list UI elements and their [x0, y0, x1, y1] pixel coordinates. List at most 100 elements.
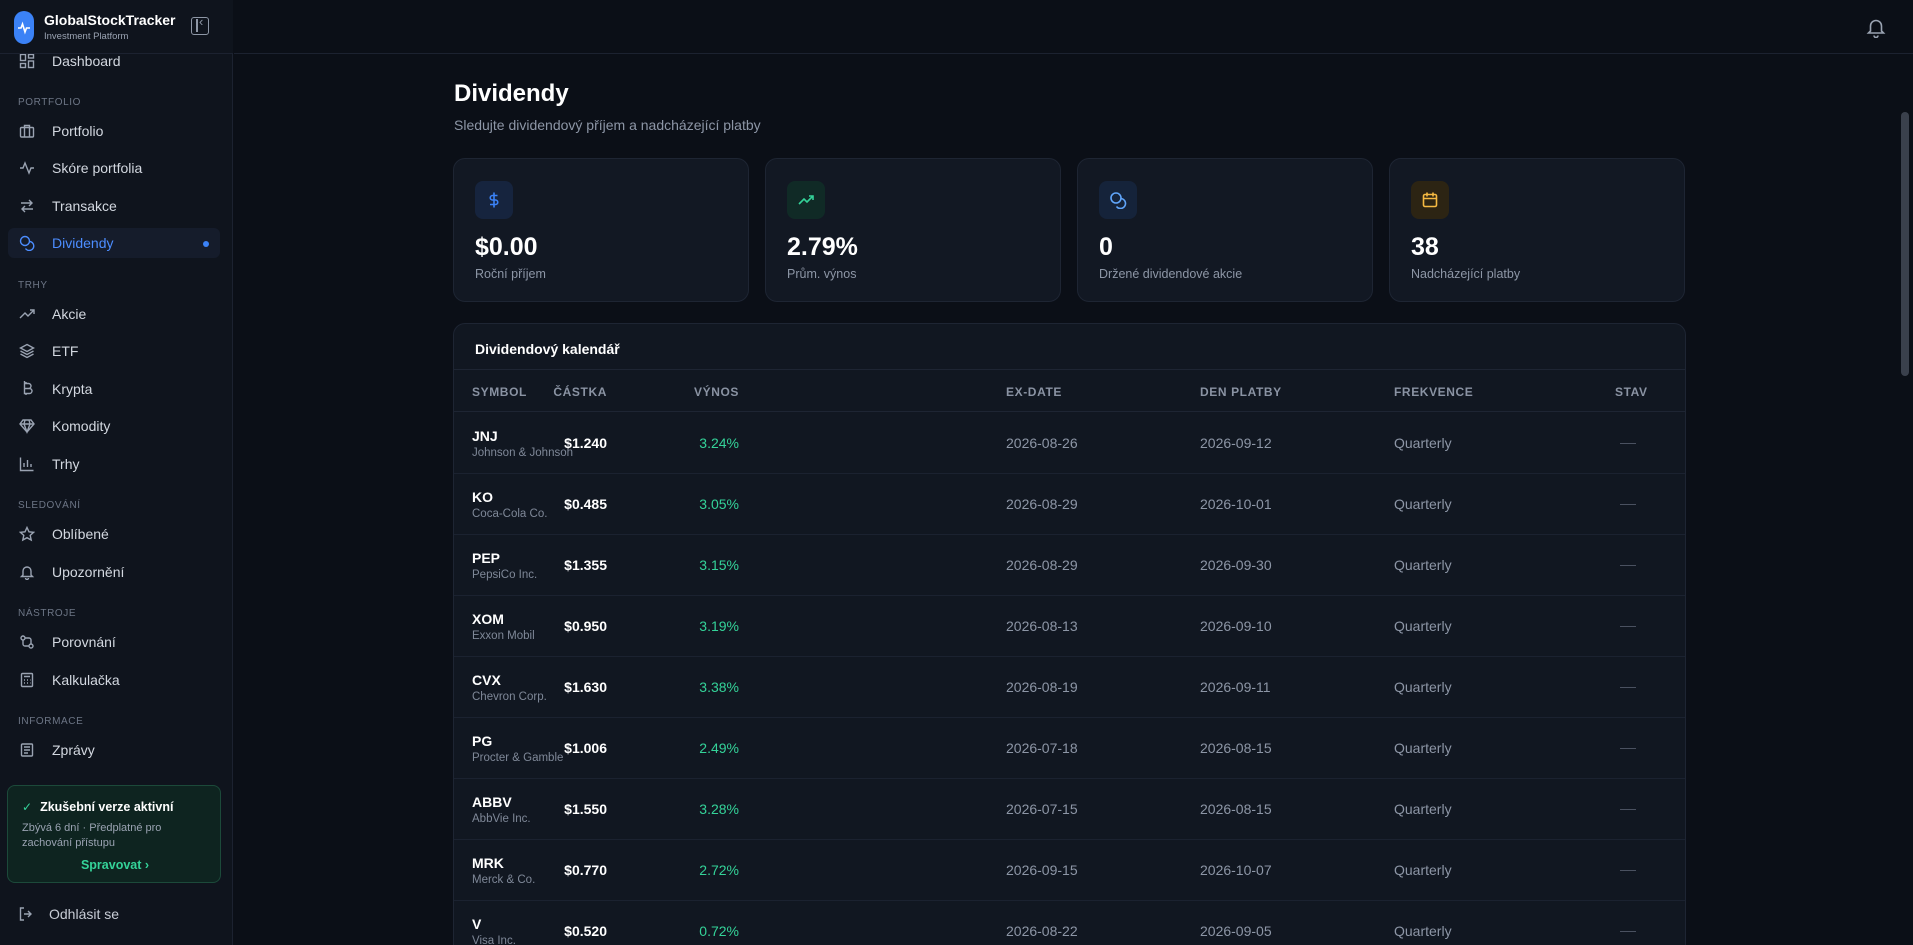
- calculator-icon: [17, 670, 37, 690]
- sidebar-item-label: Dividendy: [52, 235, 114, 251]
- row-ex-date: 2026-07-18: [1006, 740, 1078, 756]
- logout-button[interactable]: Odhlásit se: [8, 900, 220, 928]
- row-company-name: Visa Inc.: [472, 935, 516, 945]
- table-row[interactable]: MRK Merck & Co. $0.770 2.72% 2026-09-15 2026-…: [454, 840, 1685, 901]
- row-yield: 3.38%: [699, 679, 739, 695]
- stat-label: Prům. výnos: [787, 267, 857, 281]
- sidebar-item-favorites[interactable]: Oblíbené: [8, 519, 220, 549]
- table-row[interactable]: PEP PepsiCo Inc. $1.355 3.15% 2026-08-29 2026…: [454, 535, 1685, 596]
- sidebar-item-label: Portfolio: [52, 123, 104, 139]
- page-subtitle: Sledujte dividendový příjem a nadcházejí…: [454, 117, 761, 133]
- git-compare-icon: [17, 632, 37, 652]
- col-header-ex-date[interactable]: EX-DATE: [1006, 385, 1062, 399]
- row-frequency: Quarterly: [1394, 801, 1452, 817]
- sidebar-item-label: Komodity: [52, 418, 111, 434]
- row-ex-date: 2026-08-19: [1006, 679, 1078, 695]
- row-amount: $1.550: [564, 801, 607, 817]
- table-row[interactable]: PG Procter & Gamble $1.006 2.49% 2026-07-18 2…: [454, 718, 1685, 779]
- table-row[interactable]: ABBV AbbVie Inc. $1.550 3.28% 2026-07-15 2026…: [454, 779, 1685, 840]
- row-frequency: Quarterly: [1394, 618, 1452, 634]
- sidebar-item-transactions[interactable]: Transakce: [8, 191, 220, 221]
- trial-text: Zbývá 6 dní · Předplatné pro zachování p…: [22, 822, 162, 849]
- row-amount: $1.240: [564, 435, 607, 451]
- sidebar-item-news[interactable]: Zprávy: [8, 735, 220, 765]
- sidebar-item-calculator[interactable]: Kalkulačka: [8, 665, 220, 695]
- sidebar-item-etf[interactable]: ETF: [8, 336, 220, 366]
- sidebar-item-dashboard[interactable]: Dashboard: [8, 46, 220, 76]
- trial-banner: ✓ Zkušební verze aktivní Zbývá 6 dní · P…: [7, 785, 221, 883]
- col-header-yield[interactable]: VÝNOS: [693, 385, 739, 399]
- sidebar-item-markets[interactable]: Trhy: [8, 449, 220, 479]
- page-title: Dividendy: [454, 80, 569, 107]
- col-header-amount[interactable]: ČÁSTKA: [553, 385, 607, 399]
- sidebar-item-compare[interactable]: Porovnání: [8, 627, 220, 657]
- row-amount: $0.770: [564, 862, 607, 878]
- sidebar-item-label: Oblíbené: [52, 526, 109, 542]
- stat-label: Roční příjem: [475, 267, 546, 281]
- row-pay-date: 2026-10-01: [1200, 496, 1272, 512]
- row-amount: $1.006: [564, 740, 607, 756]
- sidebar-item-alerts[interactable]: Upozornění: [8, 557, 220, 587]
- row-frequency: Quarterly: [1394, 557, 1452, 573]
- row-status-empty: [1620, 870, 1636, 871]
- stat-value: 38: [1411, 233, 1439, 261]
- sidebar-item-stocks[interactable]: Akcie: [8, 299, 220, 329]
- sidebar-item-label: Zprávy: [52, 742, 95, 758]
- row-pay-date: 2026-09-10: [1200, 618, 1272, 634]
- row-symbol: KO: [472, 489, 493, 505]
- layout-grid-icon: [17, 51, 37, 71]
- stat-value: $0.00: [475, 233, 538, 261]
- page-scrollbar[interactable]: [1896, 54, 1913, 945]
- row-ex-date: 2026-08-13: [1006, 618, 1078, 634]
- sidebar-item-portfolio-score[interactable]: Skóre portfolia: [8, 153, 220, 183]
- row-yield: 0.72%: [699, 923, 739, 939]
- top-bar: [234, 0, 1913, 54]
- sidebar-item-commodities[interactable]: Komodity: [8, 411, 220, 441]
- sidebar-item-label: Transakce: [52, 198, 117, 214]
- stat-card-upcoming-payments: 38 Nadcházející platby: [1389, 158, 1685, 302]
- col-header-pay-date[interactable]: DEN PLATBY: [1200, 385, 1282, 399]
- row-pay-date: 2026-10-07: [1200, 862, 1272, 878]
- table-row[interactable]: XOM Exxon Mobil $0.950 3.19% 2026-08-13 2026-…: [454, 596, 1685, 657]
- sidebar-item-label: Trhy: [52, 456, 80, 472]
- scrollbar-thumb[interactable]: [1901, 112, 1909, 376]
- table-row[interactable]: JNJ Johnson & Johnson $1.240 3.24% 2026-08-2…: [454, 413, 1685, 474]
- coins-icon: [17, 233, 37, 253]
- row-yield: 3.24%: [699, 435, 739, 451]
- manage-subscription-link[interactable]: Spravovat ›: [80, 858, 150, 872]
- sidebar-item-label: ETF: [52, 343, 79, 359]
- row-symbol: JNJ: [472, 428, 498, 444]
- row-company-name: Coca-Cola Co.: [472, 508, 548, 520]
- sidebar-item-label: Skóre portfolia: [52, 160, 143, 176]
- bar-chart-icon: [17, 454, 37, 474]
- row-pay-date: 2026-09-05: [1200, 923, 1272, 939]
- row-company-name: Merck & Co.: [472, 874, 536, 886]
- gem-icon: [17, 416, 37, 436]
- notifications-bell-icon[interactable]: [1865, 16, 1887, 39]
- stat-card-annual-income: $0.00 Roční příjem: [453, 158, 749, 302]
- col-header-status[interactable]: STAV: [1615, 385, 1648, 399]
- sidebar-collapse-button[interactable]: [191, 14, 209, 35]
- sidebar-item-dividends[interactable]: Dividendy: [8, 228, 220, 258]
- row-symbol: CVX: [472, 672, 501, 688]
- brand-name: GlobalStockTracker: [44, 12, 176, 28]
- row-company-name: Chevron Corp.: [472, 691, 547, 703]
- sidebar-item-label: Dashboard: [52, 53, 121, 69]
- col-header-symbol[interactable]: SYMBOL: [472, 385, 527, 399]
- sidebar-item-portfolio[interactable]: Portfolio: [8, 116, 220, 146]
- table-row[interactable]: CVX Chevron Corp. $1.630 3.38% 2026-08-19 202…: [454, 657, 1685, 718]
- sidebar-item-crypto[interactable]: Krypta: [8, 374, 220, 404]
- table-row[interactable]: KO Coca-Cola Co. $0.485 3.05% 2026-08-29 2026…: [454, 474, 1685, 535]
- coins-icon: [1099, 181, 1137, 219]
- col-header-frequency[interactable]: FREKVENCE: [1394, 385, 1474, 399]
- trial-title: ✓ Zkušební verze aktivní: [22, 800, 173, 814]
- row-ex-date: 2026-07-15: [1006, 801, 1078, 817]
- active-indicator-dot: [203, 241, 209, 247]
- row-frequency: Quarterly: [1394, 496, 1452, 512]
- table-row[interactable]: V Visa Inc. $0.520 0.72% 2026-08-22 2026-09-0…: [454, 901, 1685, 945]
- sidebar-item-label: Upozornění: [52, 564, 125, 580]
- dividend-calendar-table: Dividendový kalendář SYMBOL ČÁSTKA VÝNOS…: [453, 323, 1686, 945]
- bell-icon: [17, 562, 37, 582]
- row-status-empty: [1620, 748, 1636, 749]
- brand-header: GlobalStockTracker Investment Platform: [0, 0, 233, 54]
